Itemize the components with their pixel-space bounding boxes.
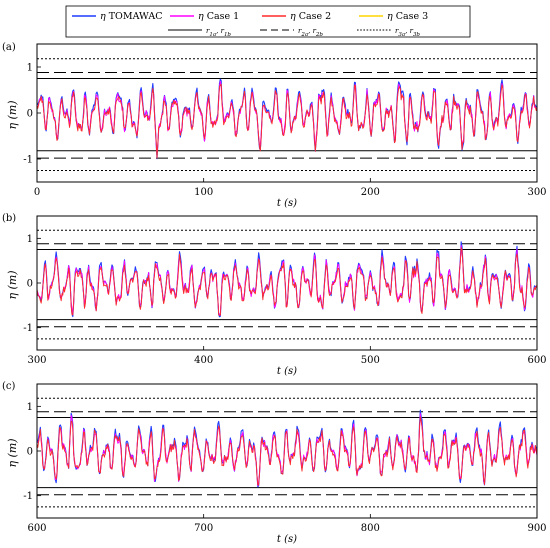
legend-label-tomawac: η TOMAWAC: [100, 11, 162, 22]
y-tick-label: -1: [23, 491, 33, 502]
x-axis-label: t (s): [277, 534, 297, 545]
legend-label-r3: r3a, r3b: [395, 27, 420, 38]
y-tick-label: 0: [27, 279, 33, 290]
panel-label: (b): [2, 213, 16, 224]
plot-frame: [36, 383, 538, 519]
x-tick-label: 100: [194, 187, 213, 198]
panel-3: 1 0 -1 600 700 800 900 (c) η (m) t (s): [2, 381, 547, 545]
series-line-case1: [37, 413, 537, 487]
series-line-case2: [37, 83, 537, 159]
series-group: [37, 409, 537, 488]
legend-label-case3: η Case 3: [387, 11, 428, 22]
y-axis-label: η (m): [6, 438, 19, 467]
y-axis-label: η (m): [6, 270, 19, 299]
series-line-case2: [37, 247, 537, 317]
series-line-case2: [37, 416, 537, 486]
legend-frame: [65, 5, 471, 38]
y-tick-label: 1: [27, 63, 33, 74]
legend-label-case2: η Case 2: [290, 11, 331, 22]
x-tick-label: 900: [527, 523, 546, 534]
y-tick-label: -1: [23, 155, 33, 166]
series-group: [37, 241, 537, 318]
x-tick-label: 600: [27, 523, 46, 534]
x-tick-label: 400: [194, 355, 213, 366]
y-tick-label: 0: [27, 109, 33, 120]
y-tick-label: 1: [27, 402, 33, 413]
panel-1: 1 0 -1 0 100 200 300 (a) η (m) t (s): [2, 42, 547, 209]
legend: η TOMAWAC η Case 1 η Case 2 η Case 3 r1a, r1…: [65, 5, 471, 38]
panels: 1 0 -1 0 100 200 300 (a) η (m) t (s) 1 0 -1 300 400 500…: [2, 42, 547, 545]
x-tick-label: 800: [361, 523, 380, 534]
x-tick-label: 300: [27, 355, 46, 366]
x-tick-label: 600: [527, 355, 546, 366]
y-tick-label: 0: [27, 447, 33, 458]
x-axis-label: t (s): [277, 198, 297, 209]
panel-2: 1 0 -1 300 400 500 600 (b) η (m) t (s): [2, 213, 547, 377]
x-tick-label: 500: [361, 355, 380, 366]
x-tick-label: 700: [194, 523, 213, 534]
x-tick-label: 0: [34, 187, 40, 198]
series-line-tomawac: [37, 409, 537, 488]
panel-label: (a): [2, 42, 16, 53]
series-line-tomawac: [37, 78, 537, 160]
y-tick-label: -1: [23, 323, 33, 334]
x-tick-label: 200: [361, 187, 380, 198]
x-axis-label: t (s): [277, 366, 297, 377]
y-axis-label: η (m): [6, 100, 19, 129]
y-tick-label: 1: [27, 234, 33, 245]
x-tick-label: 300: [527, 187, 546, 198]
legend-label-r2: r2a, r2b: [298, 27, 323, 38]
legend-label-r1: r1a, r1b: [206, 27, 231, 38]
plot-frame: [36, 215, 538, 351]
legend-label-case1: η Case 1: [198, 11, 239, 22]
panel-label: (c): [2, 381, 16, 392]
series-group: [37, 78, 537, 160]
plot-frame: [36, 43, 538, 183]
